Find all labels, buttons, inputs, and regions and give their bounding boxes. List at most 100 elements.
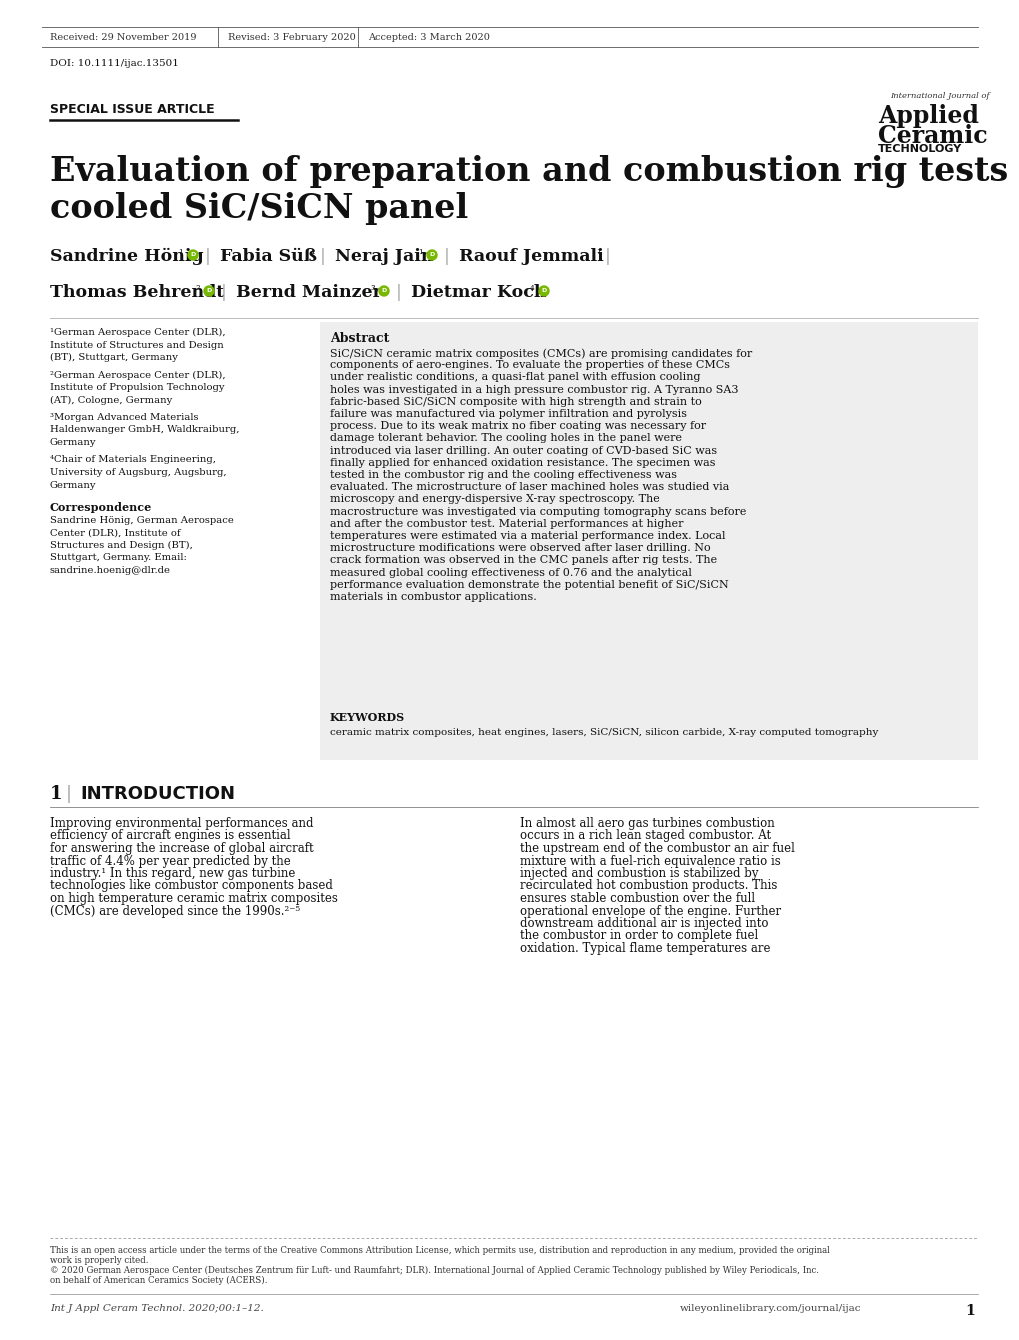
Text: Int J Appl Ceram Technol. 2020;00:1–12.: Int J Appl Ceram Technol. 2020;00:1–12. — [50, 1304, 264, 1313]
Text: |: | — [395, 284, 401, 302]
Text: recirculated hot combustion products. This: recirculated hot combustion products. Th… — [520, 879, 776, 892]
Text: materials in combustor applications.: materials in combustor applications. — [330, 592, 536, 602]
Text: Haldenwanger GmbH, Waldkraiburg,: Haldenwanger GmbH, Waldkraiburg, — [50, 426, 239, 434]
Text: ²German Aerospace Center (DLR),: ²German Aerospace Center (DLR), — [50, 370, 225, 379]
Text: TECHNOLOGY: TECHNOLOGY — [877, 143, 961, 154]
Text: Stuttgart, Germany. Email:: Stuttgart, Germany. Email: — [50, 553, 186, 563]
Text: Revised: 3 February 2020: Revised: 3 February 2020 — [228, 32, 356, 42]
Text: 1: 1 — [50, 785, 62, 803]
Text: Bernd Mainzer: Bernd Mainzer — [235, 284, 381, 302]
Text: |: | — [443, 248, 449, 265]
Circle shape — [427, 251, 436, 260]
Text: microstructure modifications were observed after laser drilling. No: microstructure modifications were observ… — [330, 543, 710, 553]
Circle shape — [538, 285, 548, 296]
Circle shape — [204, 285, 214, 296]
Text: This is an open access article under the terms of the Creative Commons Attributi: This is an open access article under the… — [50, 1246, 829, 1256]
Text: Received: 29 November 2019: Received: 29 November 2019 — [50, 32, 197, 42]
Text: introduced via laser drilling. An outer coating of CVD-based SiC was: introduced via laser drilling. An outer … — [330, 446, 716, 456]
Text: University of Augsburg, Augsburg,: University of Augsburg, Augsburg, — [50, 468, 226, 477]
Text: |: | — [320, 248, 325, 265]
Text: ¹: ¹ — [418, 248, 422, 261]
Text: ³: ³ — [370, 284, 374, 297]
Text: performance evaluation demonstrate the potential benefit of SiC/SiCN: performance evaluation demonstrate the p… — [330, 580, 728, 590]
Text: damage tolerant behavior. The cooling holes in the panel were: damage tolerant behavior. The cooling ho… — [330, 433, 682, 444]
Text: (AT), Cologne, Germany: (AT), Cologne, Germany — [50, 395, 172, 405]
Text: |: | — [604, 248, 610, 265]
Text: Dietmar Koch: Dietmar Koch — [411, 284, 546, 302]
Text: Abstract: Abstract — [330, 332, 389, 344]
Text: Evaluation of preparation and combustion rig tests of an effusive: Evaluation of preparation and combustion… — [50, 155, 1019, 188]
Text: temperatures were estimated via a material performance index. Local: temperatures were estimated via a materi… — [330, 531, 725, 541]
Text: DOI: 10.1111/ijac.13501: DOI: 10.1111/ijac.13501 — [50, 59, 178, 68]
Text: (CMCs) are developed since the 1990s.²⁻⁵: (CMCs) are developed since the 1990s.²⁻⁵ — [50, 905, 300, 918]
Text: failure was manufactured via polymer infiltration and pyrolysis: failure was manufactured via polymer inf… — [330, 409, 687, 419]
Text: holes was investigated in a high pressure combustor rig. A Tyranno SA3: holes was investigated in a high pressur… — [330, 385, 738, 394]
Text: on high temperature ceramic matrix composites: on high temperature ceramic matrix compo… — [50, 892, 337, 905]
Text: ⁴: ⁴ — [530, 284, 534, 297]
Text: Institute of Structures and Design: Institute of Structures and Design — [50, 340, 223, 350]
Text: process. Due to its weak matrix no fiber coating was necessary for: process. Due to its weak matrix no fiber… — [330, 421, 705, 431]
Text: for answering the increase of global aircraft: for answering the increase of global air… — [50, 842, 313, 855]
Text: mixture with a fuel-rich equivalence ratio is: mixture with a fuel-rich equivalence rat… — [520, 855, 780, 867]
Text: Sandrine Hönig, German Aerospace: Sandrine Hönig, German Aerospace — [50, 516, 233, 525]
Circle shape — [379, 285, 388, 296]
Text: technologies like combustor components based: technologies like combustor components b… — [50, 879, 332, 892]
Text: Neraj Jain: Neraj Jain — [334, 248, 433, 265]
Text: injected and combustion is stabilized by: injected and combustion is stabilized by — [520, 867, 758, 880]
Text: Applied: Applied — [877, 105, 978, 129]
Text: the combustor in order to complete fuel: the combustor in order to complete fuel — [520, 930, 757, 942]
Text: D: D — [541, 288, 546, 293]
Text: KEYWORDS: KEYWORDS — [330, 712, 405, 724]
Text: fabric-based SiC/SiCN composite with high strength and strain to: fabric-based SiC/SiCN composite with hig… — [330, 397, 701, 407]
Text: microscopy and energy-dispersive X-ray spectroscopy. The: microscopy and energy-dispersive X-ray s… — [330, 494, 659, 504]
Text: © 2020 German Aerospace Center (Deutsches Zentrum für Luft- und Raumfahrt; DLR).: © 2020 German Aerospace Center (Deutsche… — [50, 1266, 818, 1276]
Text: Institute of Propulsion Technology: Institute of Propulsion Technology — [50, 383, 224, 393]
Text: In almost all aero gas turbines combustion: In almost all aero gas turbines combusti… — [520, 817, 774, 829]
Text: on behalf of American Ceramics Society (ACERS).: on behalf of American Ceramics Society (… — [50, 1276, 267, 1285]
Text: ¹: ¹ — [178, 248, 182, 261]
Text: Structures and Design (BT),: Structures and Design (BT), — [50, 541, 193, 551]
Text: Fabia Süß: Fabia Süß — [220, 248, 317, 265]
Text: ²: ² — [195, 284, 200, 297]
Text: finally applied for enhanced oxidation resistance. The specimen was: finally applied for enhanced oxidation r… — [330, 458, 714, 468]
Text: industry.¹ In this regard, new gas turbine: industry.¹ In this regard, new gas turbi… — [50, 867, 296, 880]
Text: occurs in a rich lean staged combustor. At: occurs in a rich lean staged combustor. … — [520, 829, 770, 843]
Text: SPECIAL ISSUE ARTICLE: SPECIAL ISSUE ARTICLE — [50, 103, 214, 117]
Text: INTRODUCTION: INTRODUCTION — [79, 785, 234, 803]
Text: Correspondence: Correspondence — [50, 502, 152, 513]
Text: ensures stable combustion over the full: ensures stable combustion over the full — [520, 892, 754, 905]
Text: the upstream end of the combustor an air fuel: the upstream end of the combustor an air… — [520, 842, 794, 855]
Text: ³Morgan Advanced Materials: ³Morgan Advanced Materials — [50, 413, 199, 422]
Text: International Journal of: International Journal of — [890, 92, 988, 100]
FancyBboxPatch shape — [320, 322, 977, 760]
Text: macrostructure was investigated via computing tomography scans before: macrostructure was investigated via comp… — [330, 507, 746, 517]
Text: measured global cooling effectiveness of 0.76 and the analytical: measured global cooling effectiveness of… — [330, 568, 691, 578]
Text: |: | — [205, 248, 211, 265]
Text: ceramic matrix composites, heat engines, lasers, SiC/SiCN, silicon carbide, X-ra: ceramic matrix composites, heat engines,… — [330, 728, 877, 737]
Text: ¹: ¹ — [595, 248, 600, 261]
Text: D: D — [381, 288, 386, 293]
Text: Improving environmental performances and: Improving environmental performances and — [50, 817, 313, 829]
Text: D: D — [206, 288, 211, 293]
Text: SiC/SiCN ceramic matrix composites (CMCs) are promising candidates for: SiC/SiCN ceramic matrix composites (CMCs… — [330, 348, 752, 359]
Text: |: | — [221, 284, 226, 302]
Text: |: | — [66, 785, 72, 803]
Text: operational envelope of the engine. Further: operational envelope of the engine. Furt… — [520, 905, 781, 918]
Text: work is properly cited.: work is properly cited. — [50, 1256, 149, 1265]
Text: crack formation was observed in the CMC panels after rig tests. The: crack formation was observed in the CMC … — [330, 555, 716, 565]
Text: Germany: Germany — [50, 481, 97, 489]
Text: cooled SiC/SiCN panel: cooled SiC/SiCN panel — [50, 192, 468, 225]
Text: ¹: ¹ — [310, 248, 315, 261]
Circle shape — [187, 251, 198, 260]
Text: (BT), Stuttgart, Germany: (BT), Stuttgart, Germany — [50, 352, 177, 362]
Text: D: D — [191, 252, 196, 257]
Text: 1: 1 — [964, 1304, 974, 1319]
Text: evaluated. The microstructure of laser machined holes was studied via: evaluated. The microstructure of laser m… — [330, 482, 729, 492]
Text: oxidation. Typical flame temperatures are: oxidation. Typical flame temperatures ar… — [520, 942, 769, 955]
Text: D: D — [429, 252, 434, 257]
Text: wileyonlinelibrary.com/journal/ijac: wileyonlinelibrary.com/journal/ijac — [680, 1304, 861, 1313]
Text: Raouf Jemmali: Raouf Jemmali — [459, 248, 603, 265]
Text: Thomas Behrendt: Thomas Behrendt — [50, 284, 224, 302]
Text: Center (DLR), Institute of: Center (DLR), Institute of — [50, 528, 180, 537]
Text: under realistic conditions, a quasi-flat panel with effusion cooling: under realistic conditions, a quasi-flat… — [330, 373, 700, 382]
